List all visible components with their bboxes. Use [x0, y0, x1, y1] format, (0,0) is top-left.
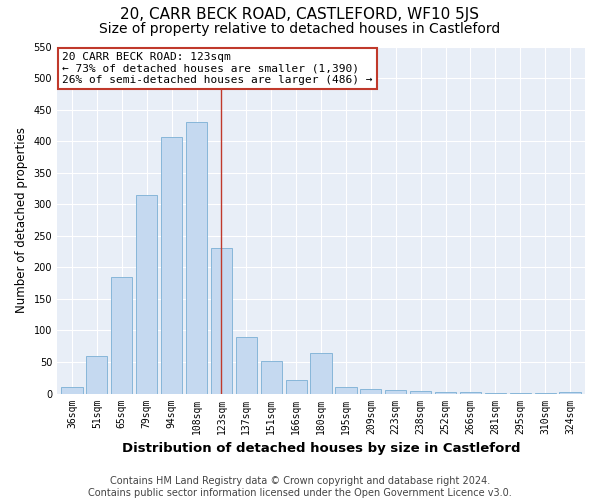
- Text: 20, CARR BECK ROAD, CASTLEFORD, WF10 5JS: 20, CARR BECK ROAD, CASTLEFORD, WF10 5JS: [121, 8, 479, 22]
- Text: 20 CARR BECK ROAD: 123sqm
← 73% of detached houses are smaller (1,390)
26% of se: 20 CARR BECK ROAD: 123sqm ← 73% of detac…: [62, 52, 373, 85]
- Bar: [509, 393, 531, 394]
- Bar: [385, 390, 406, 394]
- Bar: [410, 391, 431, 394]
- Bar: [86, 356, 107, 394]
- Bar: [435, 392, 456, 394]
- Bar: [485, 393, 506, 394]
- Bar: [211, 248, 232, 394]
- Text: Size of property relative to detached houses in Castleford: Size of property relative to detached ho…: [100, 22, 500, 36]
- Bar: [136, 195, 157, 394]
- Bar: [360, 388, 382, 394]
- Bar: [61, 387, 83, 394]
- Bar: [186, 122, 207, 394]
- Bar: [236, 337, 257, 394]
- Bar: [335, 387, 356, 394]
- Y-axis label: Number of detached properties: Number of detached properties: [15, 127, 28, 313]
- Bar: [310, 352, 332, 394]
- X-axis label: Distribution of detached houses by size in Castleford: Distribution of detached houses by size …: [122, 442, 520, 455]
- Bar: [559, 392, 581, 394]
- Bar: [286, 380, 307, 394]
- Bar: [161, 136, 182, 394]
- Bar: [460, 392, 481, 394]
- Bar: [111, 277, 133, 394]
- Bar: [260, 360, 282, 394]
- Text: Contains HM Land Registry data © Crown copyright and database right 2024.
Contai: Contains HM Land Registry data © Crown c…: [88, 476, 512, 498]
- Bar: [535, 393, 556, 394]
